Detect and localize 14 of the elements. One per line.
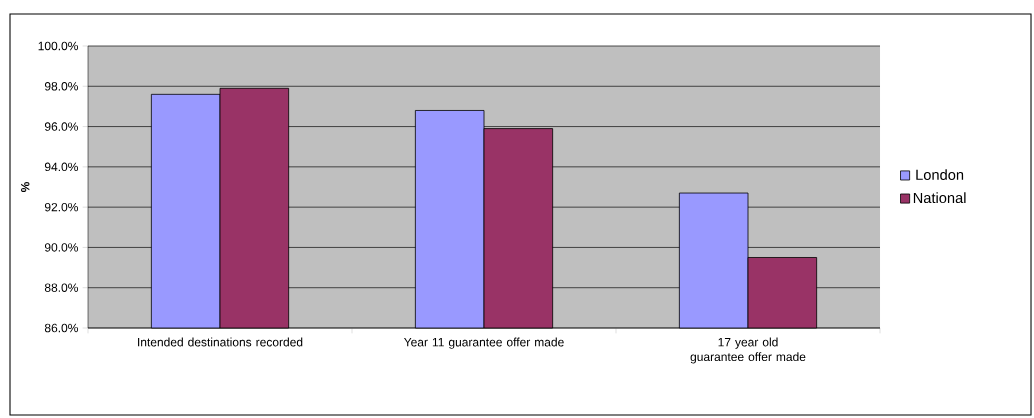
- legend-label: National: [913, 192, 966, 204]
- y-tick-label: 94.0%: [44, 162, 78, 172]
- x-tick-label: 17 year old guarantee offer made: [690, 337, 806, 364]
- y-tick-label: 98.0%: [44, 82, 78, 91]
- y-tick-label: 92.0%: [44, 202, 78, 212]
- y-tick-label: 96.0%: [44, 122, 78, 131]
- y-tick-label: 88.0%: [44, 283, 78, 292]
- y-tick-label: 100.0%: [38, 41, 78, 51]
- x-tick-label: Intended destinations recorded: [138, 337, 303, 347]
- x-tick-label: Year 11 guarantee offer made: [404, 337, 564, 349]
- y-axis-title: %: [21, 181, 30, 193]
- y-tick-label: 90.0%: [44, 243, 78, 252]
- legend-label: London: [916, 169, 964, 181]
- y-tick-label: 86.0%: [44, 323, 78, 333]
